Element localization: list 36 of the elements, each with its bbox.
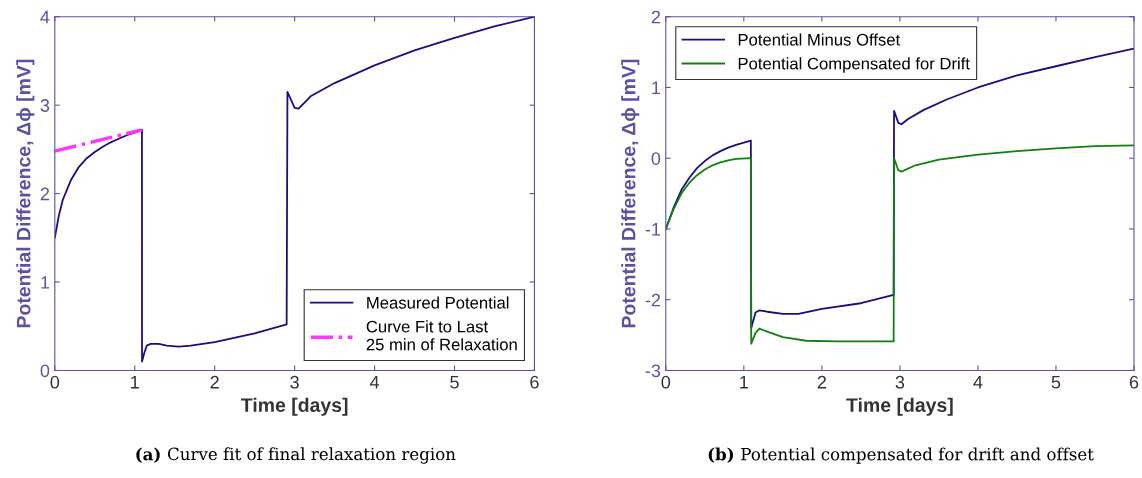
y-tick-label: -2	[645, 293, 661, 307]
text: (b) Potential compensated for drift and offset	[708, 447, 1094, 464]
y-axis-title: Potential Difference, Δϕ [mV]	[621, 59, 640, 328]
x-tick-label: 5	[450, 375, 459, 389]
legend-label: Potential Minus Offset	[738, 33, 901, 46]
x-tick-label: 3	[895, 375, 905, 389]
x-tick-label: 1	[740, 375, 748, 389]
y-tick-label: 4	[40, 10, 50, 24]
x-axis-title: Time [days]	[846, 397, 953, 416]
y-tick-label: 1	[41, 276, 50, 289]
x-tick-label: 3	[290, 375, 299, 389]
line-series	[665, 144, 1135, 345]
y-tick-label: -3	[645, 364, 661, 378]
legend-label: Measured Potential	[367, 296, 509, 309]
y-tick-label: 3	[40, 99, 50, 112]
x-axis-title: Time [days]	[241, 397, 348, 416]
y-tick-label: -1	[645, 223, 661, 236]
y-tick-label: 0	[651, 152, 661, 165]
y-axis-title: Potential Difference, Δϕ [mV]	[16, 59, 35, 328]
legend-label: Curve Fit to Last 25 min of Relaxation	[366, 320, 517, 351]
x-tick-label: 1	[131, 375, 139, 389]
y-tick-label: 2	[40, 187, 50, 201]
y-tick-label: 1	[652, 81, 661, 95]
x-tick-label: 5	[1051, 375, 1061, 389]
x-tick-label: 2	[817, 375, 826, 389]
x-tick-label: 6	[530, 375, 539, 389]
x-tick-label: 4	[369, 375, 380, 389]
x-tick-label: 6	[1129, 375, 1139, 389]
y-tick-label: 0	[40, 364, 50, 378]
x-tick-label: 0	[661, 375, 671, 389]
legend-label: Potential Compensated for Drift	[738, 57, 970, 73]
x-tick-label: 4	[973, 375, 983, 389]
x-tick-label: 0	[50, 375, 60, 389]
text: (a) Curve fit of final relaxation region	[136, 447, 456, 464]
y-tick-label: 2	[651, 10, 661, 24]
x-tick-label: 2	[210, 375, 219, 389]
